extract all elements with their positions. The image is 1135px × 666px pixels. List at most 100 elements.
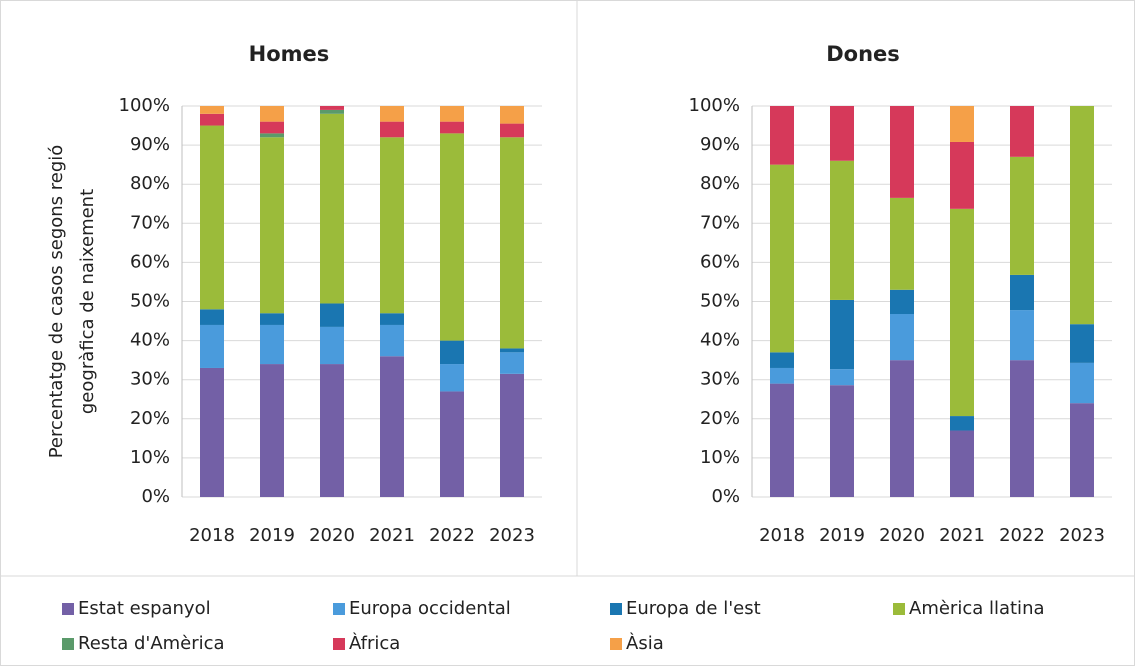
bar-segment: [200, 324, 224, 368]
x-tick-label: 2018: [759, 525, 805, 546]
bar-segment: [440, 133, 464, 341]
y-tick-label: 80%: [130, 173, 170, 194]
bar-segment: [950, 208, 974, 417]
bar-segment: [320, 106, 344, 110]
bar-segment: [260, 106, 284, 122]
bar-segment: [830, 385, 854, 497]
bar-segment: [830, 299, 854, 370]
y-tick-label: 10%: [130, 447, 170, 468]
bar-segment: [1010, 106, 1034, 157]
x-tick-label: 2023: [1059, 525, 1105, 546]
bar-segment: [260, 364, 284, 497]
bar-segment: [440, 391, 464, 497]
bar-segment: [500, 123, 524, 138]
x-tick-label: 2022: [999, 525, 1045, 546]
bar-segment: [200, 113, 224, 126]
legend-label: Resta d'Amèrica: [78, 633, 225, 654]
bar-segment: [500, 106, 524, 124]
bar-segment: [440, 340, 464, 365]
y-tick-label: 80%: [700, 173, 740, 194]
x-tick-label: 2022: [429, 525, 475, 546]
bar-segment: [770, 106, 794, 165]
legend-label: Amèrica llatina: [909, 598, 1045, 619]
bar-segment: [770, 164, 794, 353]
x-tick-label: 2021: [369, 525, 415, 546]
bar-segment: [200, 106, 224, 114]
bar-segment: [1070, 403, 1094, 497]
bar-segment: [950, 106, 974, 142]
bar-segment: [320, 113, 344, 304]
bar-segment: [500, 373, 524, 497]
legend-swatch: [62, 638, 74, 650]
y-axis-label: geogràfica de naixement: [77, 189, 98, 414]
legend-label: Àfrica: [349, 632, 400, 654]
y-tick-label: 70%: [700, 212, 740, 233]
bar-segment: [1010, 310, 1034, 361]
y-tick-label: 0%: [711, 486, 740, 507]
y-tick-label: 50%: [700, 291, 740, 312]
y-tick-label: 40%: [700, 330, 740, 351]
y-tick-label: 30%: [700, 369, 740, 390]
bar-segment: [320, 303, 344, 327]
bar-segment: [1070, 324, 1094, 363]
bar-segment: [260, 324, 284, 365]
bar-segment: [890, 360, 914, 497]
bar-segment: [890, 289, 914, 315]
bar-segment: [830, 106, 854, 161]
legend-label: Estat espanyol: [78, 598, 211, 619]
bar-segment: [260, 133, 284, 138]
bar-segment: [890, 197, 914, 290]
bar-segment: [1070, 362, 1094, 404]
y-axis-label: Percentatge de casos segons regió: [46, 145, 67, 459]
bar-segment: [380, 121, 404, 138]
x-tick-label: 2021: [939, 525, 985, 546]
legend-swatch: [610, 603, 622, 615]
x-tick-label: 2019: [249, 525, 295, 546]
bar-segment: [1010, 360, 1034, 497]
y-tick-label: 20%: [700, 408, 740, 429]
bar-segment: [440, 106, 464, 122]
chart-title: Homes: [249, 42, 330, 66]
x-tick-label: 2018: [189, 525, 235, 546]
bar-segment: [950, 416, 974, 431]
bar-segment: [320, 109, 344, 114]
x-tick-label: 2023: [489, 525, 535, 546]
chart-title: Dones: [826, 42, 900, 66]
bar-segment: [1010, 274, 1034, 311]
bar-segment: [770, 352, 794, 368]
bar-segment: [380, 313, 404, 325]
legend-swatch: [333, 638, 345, 650]
legend-label: Europa de l'est: [626, 598, 761, 619]
y-tick-label: 30%: [130, 369, 170, 390]
x-tick-label: 2019: [819, 525, 865, 546]
y-tick-label: 100%: [689, 95, 740, 116]
bar-segment: [830, 369, 854, 386]
bar-segment: [1010, 156, 1034, 275]
legend-label: Europa occidental: [349, 598, 511, 619]
y-tick-label: 90%: [700, 134, 740, 155]
bar-segment: [950, 430, 974, 497]
y-tick-label: 10%: [700, 447, 740, 468]
bar-segment: [200, 125, 224, 310]
bar-segment: [950, 141, 974, 209]
y-tick-label: 40%: [130, 330, 170, 351]
legend-swatch: [893, 603, 905, 615]
bar-segment: [380, 137, 404, 314]
x-tick-label: 2020: [879, 525, 925, 546]
y-tick-label: 100%: [119, 95, 170, 116]
bar-segment: [770, 383, 794, 497]
y-tick-label: 60%: [130, 251, 170, 272]
bar-segment: [320, 326, 344, 365]
y-tick-label: 20%: [130, 408, 170, 429]
bar-segment: [500, 348, 524, 353]
bar-segment: [440, 121, 464, 134]
bar-segment: [320, 364, 344, 497]
bar-segment: [770, 367, 794, 384]
legend-swatch: [333, 603, 345, 615]
y-tick-label: 70%: [130, 212, 170, 233]
legend-swatch: [610, 638, 622, 650]
bar-segment: [260, 121, 284, 134]
bar-segment: [830, 160, 854, 300]
